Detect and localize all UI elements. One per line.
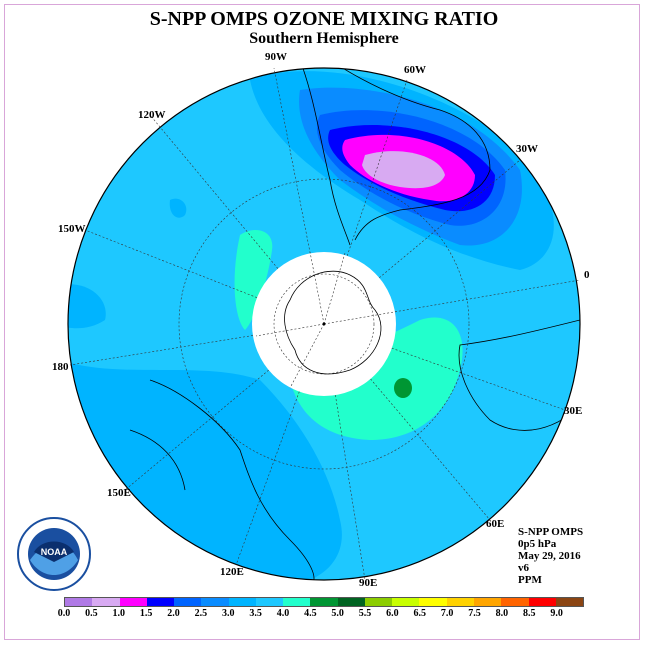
- figure-frame: [4, 4, 640, 640]
- colorbar-tick-label: 2.5: [194, 608, 208, 619]
- colorbar-tick-label: 3.5: [249, 608, 262, 619]
- lon-label-120e: 120E: [220, 566, 244, 578]
- colorbar-swatch: [65, 598, 93, 606]
- info-level: 0p5 hPa: [518, 538, 557, 550]
- colorbar-swatch: [228, 598, 256, 606]
- colorbar-tick-label: 0.0: [57, 608, 71, 619]
- info-date: May 29, 2016: [518, 550, 581, 562]
- colorbar-tick-label: 7.0: [440, 608, 454, 619]
- lon-label-150w: 150W: [58, 223, 86, 235]
- antarctica-outline: [284, 270, 382, 375]
- colorbar-swatch: [283, 598, 311, 606]
- colorbar-tick-label: 5.5: [358, 608, 372, 619]
- lon-label-0: 0: [584, 269, 590, 281]
- colorbar-swatch: [501, 598, 529, 606]
- colorbar-swatch: [555, 598, 584, 606]
- colorbar-swatch: [446, 598, 474, 606]
- info-units: PPM: [518, 574, 542, 586]
- colorbar-tick-label: 7.5: [468, 608, 481, 619]
- colorbar-tick-label: 6.5: [413, 608, 427, 619]
- colorbar-swatch: [528, 598, 556, 606]
- colorbar-swatch: [310, 598, 338, 606]
- lon-label-120w: 120W: [138, 109, 166, 121]
- colorbar-swatch: [201, 598, 229, 606]
- map-subtitle: Southern Hemisphere: [249, 30, 399, 47]
- colorbar-tick-label: 8.5: [523, 608, 536, 619]
- colorbar-tick-label: 6.0: [386, 608, 399, 619]
- colorbar-swatch: [255, 598, 284, 606]
- colorbar-swatch: [364, 598, 393, 606]
- colorbar-tick-label: 4.5: [304, 608, 317, 619]
- lon-label-90e: 90E: [359, 577, 377, 589]
- colorbar-tick-label: 8.0: [495, 608, 509, 619]
- colorbar-swatch: [174, 598, 202, 606]
- colorbar-tick-label: 9.0: [550, 608, 563, 619]
- colorbar-tick-label: 0.5: [85, 608, 98, 619]
- colorbar-swatch: [92, 598, 120, 606]
- colorbar-tick-label: 3.0: [221, 608, 235, 619]
- coastlines: [129, 68, 580, 580]
- lon-label-60w: 60W: [404, 64, 426, 76]
- product-info: S-NPP OMPS 0p5 hPa May 29, 2016 v6 PPM: [518, 526, 583, 586]
- colorbar-swatch: [337, 598, 365, 606]
- svg-text:NOAA: NOAA: [41, 547, 68, 557]
- colorbar-swatch: [392, 598, 420, 606]
- lon-label-90w: 90W: [265, 51, 287, 63]
- colorbar-swatch: [119, 598, 147, 606]
- lon-label-180: 180: [52, 361, 69, 373]
- colorbar-swatch: [473, 598, 502, 606]
- lon-label-30e: 30E: [564, 405, 582, 417]
- colorbar-tick-label: 1.5: [139, 608, 153, 619]
- colorbar-tick-label: 4.0: [276, 608, 290, 619]
- colorbar-labels: 0.0 0.5 1.0 1.5 2.0 2.5 3.0 3.5 4.0 4.5 5.0 5.5 6.0 6…: [58, 608, 584, 622]
- map-boundary: [67, 67, 581, 581]
- map-title: S-NPP OMPS OZONE MIXING RATIO: [149, 8, 499, 30]
- lon-label-150e: 150E: [107, 487, 131, 499]
- colorbar-tick-label: 1.0: [112, 608, 125, 619]
- colorbar-swatch: [419, 598, 447, 606]
- colorbar: [64, 597, 584, 607]
- noaa-logo: NOAA: [17, 517, 91, 591]
- info-version: v6: [518, 562, 529, 574]
- south-pole-marker: [322, 322, 326, 326]
- colorbar-tick-label: 5.0: [331, 608, 344, 619]
- colorbar-swatch: [146, 598, 175, 606]
- info-instrument: S-NPP OMPS: [518, 526, 584, 538]
- lon-label-60e: 60E: [486, 518, 504, 530]
- colorbar-tick-label: 2.0: [167, 608, 180, 619]
- lon-label-30w: 30W: [516, 143, 538, 155]
